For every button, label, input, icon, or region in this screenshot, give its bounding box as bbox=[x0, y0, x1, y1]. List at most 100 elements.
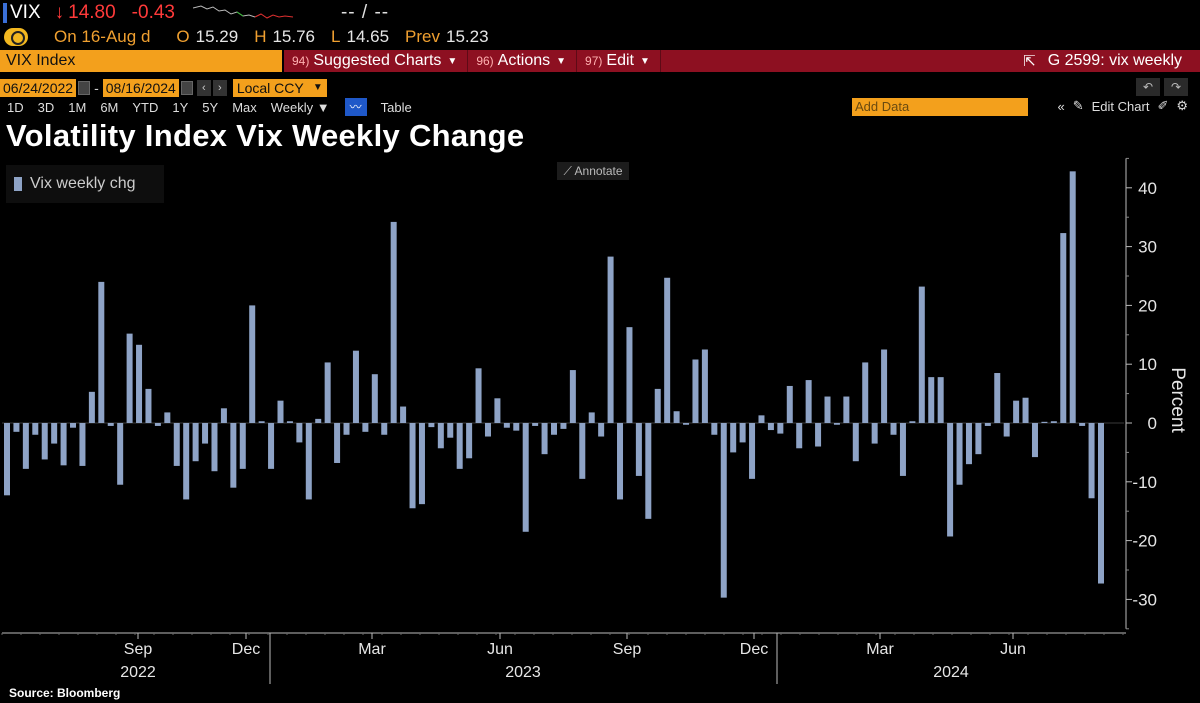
bar bbox=[881, 349, 888, 423]
bar bbox=[965, 423, 972, 465]
bar bbox=[749, 423, 756, 479]
period-ytd[interactable]: YTD bbox=[132, 99, 159, 115]
calendar-icon[interactable] bbox=[180, 81, 193, 95]
end-date-input[interactable]: 08/16/2024 bbox=[102, 79, 179, 97]
suggested-charts-menu[interactable]: 94) Suggested Charts ▼ bbox=[284, 50, 469, 72]
y-axis-title: Percent bbox=[1167, 367, 1188, 433]
bar bbox=[513, 423, 520, 431]
bar bbox=[824, 396, 831, 423]
low-value: 14.65 bbox=[346, 27, 390, 46]
undo-icon[interactable]: ↶ bbox=[1136, 78, 1160, 96]
bar bbox=[1003, 423, 1010, 437]
bar bbox=[409, 423, 416, 509]
currency-select[interactable]: Local CCY ▼ bbox=[232, 79, 327, 97]
bar bbox=[984, 423, 991, 426]
start-date-input[interactable]: 06/24/2022 bbox=[0, 79, 77, 97]
bar bbox=[211, 423, 218, 472]
bar bbox=[484, 423, 491, 437]
bar bbox=[192, 423, 199, 462]
frequency-select[interactable]: Weekly ▼ bbox=[270, 99, 330, 115]
external-link-icon[interactable]: ⇱ bbox=[1023, 53, 1036, 70]
bar bbox=[88, 391, 95, 423]
period-3d[interactable]: 3D bbox=[37, 99, 55, 115]
bar bbox=[607, 256, 614, 423]
bar bbox=[1069, 171, 1076, 423]
period-6m[interactable]: 6M bbox=[100, 99, 119, 115]
bar bbox=[805, 380, 812, 423]
actions-menu[interactable]: 96) Actions ▼ bbox=[468, 50, 578, 72]
bar bbox=[720, 423, 727, 598]
bar bbox=[588, 412, 595, 423]
bar bbox=[1031, 423, 1038, 458]
annotate-tool-icon[interactable]: ✐ bbox=[1157, 98, 1169, 113]
command-bar: VIX Index 94) Suggested Charts ▼ 96) Act… bbox=[0, 50, 1200, 72]
bar bbox=[937, 377, 944, 423]
bar bbox=[98, 281, 105, 423]
bar bbox=[13, 423, 20, 432]
ticker-symbol[interactable]: VIX bbox=[10, 2, 41, 23]
bar bbox=[711, 423, 718, 435]
edit-chart-button[interactable]: Edit Chart bbox=[1091, 98, 1150, 114]
line-chart-icon[interactable]: 〰 bbox=[344, 98, 367, 116]
period-5y[interactable]: 5Y bbox=[202, 99, 219, 115]
collapse-icon[interactable]: « bbox=[1057, 98, 1065, 114]
bar bbox=[786, 385, 793, 423]
chevron-left-icon[interactable]: ‹ bbox=[196, 80, 211, 96]
caret-down-icon: ▼ bbox=[639, 55, 650, 67]
bar bbox=[1079, 423, 1086, 426]
bar bbox=[183, 423, 190, 500]
graph-name[interactable]: ⇱ G 2599: vix weekly bbox=[1023, 52, 1182, 70]
source-note: Source: Bloomberg bbox=[9, 686, 121, 700]
bar bbox=[145, 388, 152, 423]
bar bbox=[173, 423, 180, 466]
net-change: -0.43 bbox=[131, 2, 175, 23]
pencil-icon[interactable]: ✎ bbox=[1072, 98, 1084, 113]
bar bbox=[70, 423, 77, 428]
period-max[interactable]: Max bbox=[232, 99, 257, 115]
period-1d[interactable]: 1D bbox=[7, 99, 24, 115]
chart-legend[interactable]: Vix weekly chg bbox=[6, 165, 164, 203]
bar bbox=[437, 423, 444, 449]
redo-icon[interactable]: ↷ bbox=[1164, 78, 1188, 96]
undo-redo-group: ↶ ↷ bbox=[1136, 78, 1188, 96]
bar bbox=[343, 423, 350, 435]
bar bbox=[522, 423, 529, 532]
bar bbox=[390, 221, 397, 423]
calendar-icon[interactable] bbox=[78, 81, 91, 95]
bar bbox=[117, 423, 124, 485]
table-view-button[interactable]: Table bbox=[380, 99, 412, 115]
quote-date: On 16-Aug d bbox=[54, 27, 151, 46]
bar bbox=[1022, 397, 1029, 423]
bar bbox=[843, 396, 850, 423]
bar bbox=[22, 423, 29, 469]
bar bbox=[777, 423, 784, 434]
y-tick-label: 40 bbox=[1138, 179, 1157, 198]
chart-title: Volatility Index Vix Weekly Change bbox=[6, 118, 525, 153]
quote-header: VIX ↓ 14.80 -0.43 -- / -- bbox=[0, 0, 1200, 26]
bar bbox=[258, 421, 265, 423]
add-data-input[interactable]: Add Data bbox=[852, 98, 1028, 116]
quote-details: On 16-Aug d O 15.29 H 15.76 L 14.65 Prev… bbox=[0, 26, 1200, 48]
date-range-bar: 06/24/2022 - 08/16/2024 ‹ › Local CCY ▼ ↶… bbox=[0, 78, 1200, 98]
security-field[interactable]: VIX Index bbox=[0, 50, 282, 72]
x-tick-label: Dec bbox=[740, 641, 768, 658]
bar bbox=[871, 423, 878, 444]
bar bbox=[202, 423, 209, 444]
period-1m[interactable]: 1M bbox=[68, 99, 87, 115]
bar bbox=[956, 423, 963, 485]
bar bbox=[400, 406, 407, 423]
bar bbox=[324, 362, 331, 423]
security-marker bbox=[3, 3, 7, 23]
low-label: L bbox=[331, 27, 341, 46]
chevron-right-icon[interactable]: › bbox=[212, 80, 227, 96]
realtime-clock-icon[interactable] bbox=[4, 28, 28, 46]
bar bbox=[381, 423, 388, 435]
x-tick-label: Dec bbox=[232, 641, 260, 658]
gear-icon[interactable]: ⚙ bbox=[1176, 98, 1188, 113]
period-1y[interactable]: 1Y bbox=[172, 99, 189, 115]
prev-label: Prev bbox=[405, 27, 440, 46]
edit-menu[interactable]: 97) Edit ▼ bbox=[577, 50, 661, 72]
annotate-button[interactable]: ⟋ Annotate bbox=[557, 162, 629, 180]
bar bbox=[701, 349, 708, 423]
bar bbox=[79, 423, 86, 466]
